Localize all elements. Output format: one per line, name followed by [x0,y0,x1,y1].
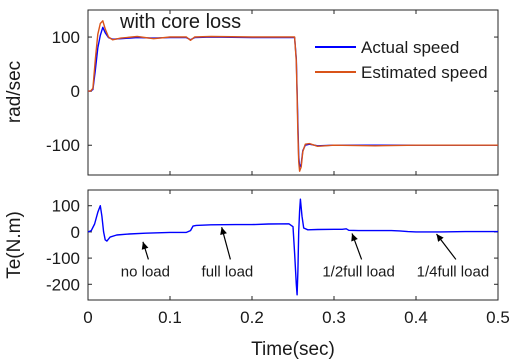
speed-plot-frame [87,9,499,176]
annotation-label: full load [202,263,254,280]
speed-title: with core loss [119,11,241,33]
annotation-arrow-head [141,241,149,250]
annotation-arrow-head [436,234,444,242]
torque-ylabel: Te(N.m) [4,211,25,279]
torque-xtick-label: 0.2 [240,308,264,327]
speed-ytick-label: 100 [52,28,80,47]
legend-label-actual: Actual speed [361,38,459,57]
torque-ytick-label: -200 [46,275,80,294]
torque-axes: 0 0.1 0.2 0.3 0.4 0.5 100 0 -100 -200 no load full… [4,189,510,360]
torque-xtick-label: 0.3 [322,308,346,327]
legend: Actual speed Estimated speed [315,38,488,82]
speed-ylabel: rad/sec [4,61,25,123]
annotation-label: no load [121,263,170,280]
speed-ytick-label: -100 [46,136,80,155]
torque-ytick-label: 100 [52,197,80,216]
speed-axes: 100 0 -100 with core loss rad/sec Actual s… [4,9,499,176]
torque-xtick-label: 0.1 [158,308,182,327]
annotation-label: 1/2full load [322,263,395,280]
torque-plot-frame [87,189,499,301]
torque-xtick-label: 0 [83,308,92,327]
speed-ytick-label: 0 [71,82,80,101]
torque-xtick-label: 0.4 [404,308,428,327]
torque-ytick-label: 0 [71,223,80,242]
speed-series-line-1 [88,20,498,172]
torque-ytick-label: -100 [46,249,80,268]
annotation-arrow-head [220,227,227,236]
torque-xtick-label: 0.5 [486,308,510,327]
annotation-label: 1/4full load [417,263,490,280]
legend-label-estimated: Estimated speed [361,63,488,82]
torque-xlabel: Time(sec) [251,339,335,360]
torque-series-line-0 [87,198,498,296]
annotation-arrow-head [351,233,358,242]
